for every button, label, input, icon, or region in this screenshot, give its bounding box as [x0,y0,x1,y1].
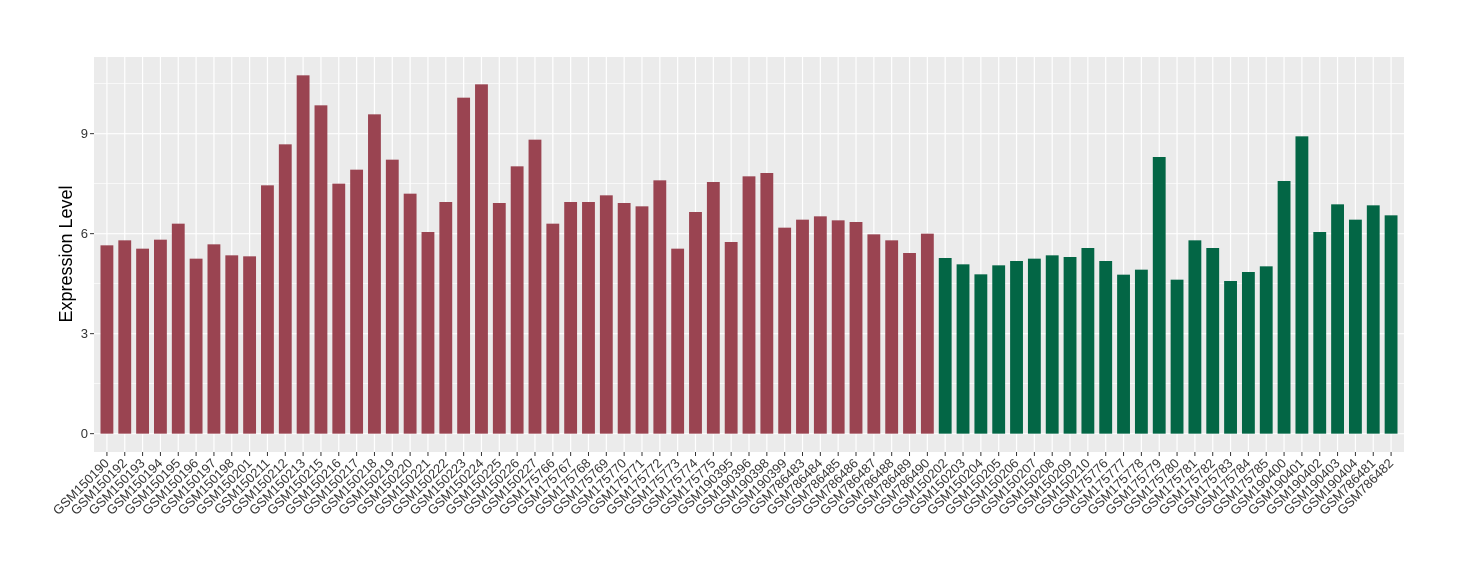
bar-GSM786484 [813,216,827,434]
bar-GSM150207 [1027,258,1041,434]
bar-GSM190396 [742,176,756,434]
bar-GSM786486 [849,222,863,434]
bar-GSM150194 [154,239,167,434]
bar-GSM175770 [617,203,631,434]
bar-GSM175780 [1170,279,1184,434]
bars [100,75,1398,434]
bar-GSM175781 [1188,240,1202,434]
bar-GSM175772 [653,180,667,434]
bar-GSM190395 [724,242,738,434]
bar-GSM150209 [1063,257,1077,434]
bar-GSM150215 [314,105,328,434]
bar-GSM190400 [1277,181,1291,434]
bar-GSM190403 [1331,204,1344,434]
bar-GSM175783 [1224,281,1237,434]
bar-GSM786489 [903,253,916,434]
bar-GSM150212 [278,144,292,434]
bar-GSM150195 [171,223,185,434]
bar-GSM786481 [1366,205,1380,434]
bar-GSM175777 [1117,274,1130,434]
bar-GSM150190 [100,245,114,434]
bar-GSM150201 [243,256,257,434]
x-axis: GSM150190GSM150192GSM150193GSM150194GSM1… [50,452,1396,518]
bar-GSM150205 [992,265,1006,434]
y-tick-label: 3 [81,326,88,341]
bar-GSM150216 [332,183,346,434]
bar-GSM175782 [1206,248,1220,434]
bar-GSM150192 [118,240,132,434]
bar-GSM150213 [296,75,310,434]
bar-GSM150225 [492,203,506,434]
bar-GSM150206 [1010,261,1023,434]
bar-GSM175769 [599,195,613,434]
bar-GSM190402 [1313,232,1327,434]
bar-GSM786488 [885,240,899,434]
bar-GSM175785 [1259,266,1273,434]
bar-GSM175778 [1134,269,1148,434]
bar-GSM150217 [350,169,364,434]
bar-GSM175784 [1241,272,1255,434]
y-tick-label: 0 [81,426,88,441]
bar-GSM150223 [457,97,471,434]
bar-GSM150224 [475,84,488,434]
bar-GSM150193 [136,248,150,434]
bar-GSM175771 [635,206,649,434]
bar-GSM150219 [385,159,399,434]
y-tick-label: 6 [81,226,88,241]
bar-GSM150218 [368,114,381,434]
y-axis: 0 3 6 9 [81,126,94,441]
bar-GSM150222 [439,202,453,434]
bar-GSM175779 [1152,157,1166,434]
bar-GSM786490 [920,233,934,434]
bar-GSM150197 [207,244,221,434]
bar-GSM150198 [225,255,239,434]
bar-GSM150196 [189,258,203,434]
bar-GSM786482 [1384,215,1398,434]
bar-GSM175775 [706,182,720,434]
bar-GSM175766 [546,223,560,434]
bar-GSM150202 [938,258,952,434]
y-tick-label: 9 [81,126,88,141]
bar-GSM190399 [778,227,792,434]
bar-GSM150203 [956,264,970,434]
bar-GSM175774 [689,212,702,434]
bar-GSM150221 [421,232,435,434]
bar-GSM190401 [1295,136,1309,434]
bar-GSM150226 [510,166,524,434]
bar-GSM150204 [974,274,988,434]
bar-GSM150220 [403,193,417,434]
bar-GSM786487 [867,234,881,434]
bar-GSM786485 [831,220,845,434]
bar-GSM786483 [796,219,809,434]
bar-GSM150208 [1045,255,1059,434]
bar-GSM190398 [760,173,774,434]
bar-GSM150227 [528,139,542,434]
bar-GSM175768 [582,202,595,434]
bar-GSM150211 [261,185,274,434]
bar-GSM150210 [1081,248,1095,434]
bar-GSM175776 [1099,261,1113,434]
bar-GSM190404 [1348,219,1362,434]
y-axis-title: Expression Level [56,185,76,322]
bar-GSM175767 [564,202,578,434]
bar-GSM175773 [671,248,685,434]
